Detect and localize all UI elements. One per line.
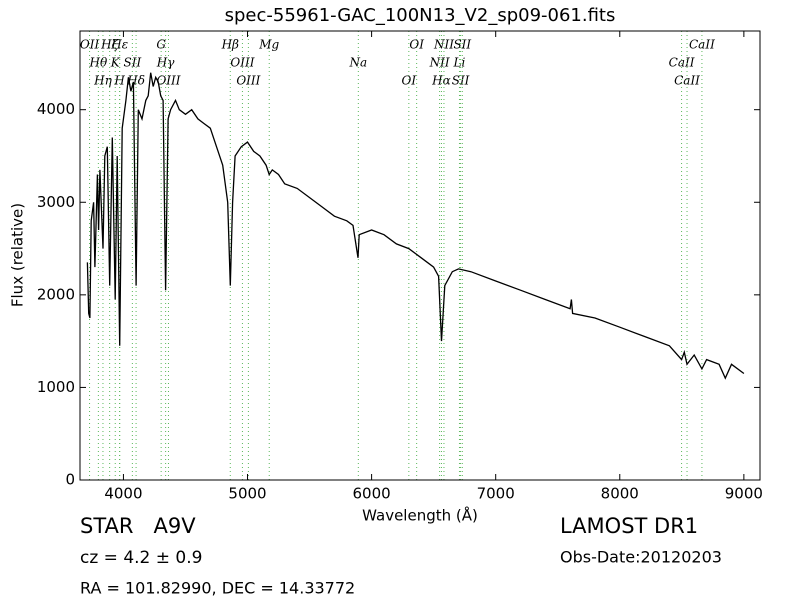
- y-tick-label: 0: [65, 471, 75, 489]
- spectral-line-label: Hβ: [221, 38, 239, 52]
- x-tick-label: 7000: [477, 485, 515, 503]
- y-tick-label: 1000: [37, 378, 75, 396]
- spectral-line-label: Hε: [110, 38, 128, 52]
- annotation: cz = 4.2 ± 0.9: [80, 548, 202, 568]
- annotation: Obs-Date:20120203: [560, 548, 722, 567]
- spectral-line-label: Hα: [431, 74, 451, 88]
- spectral-line-label: Hη: [93, 74, 112, 88]
- spectral-line-label: Hδ: [126, 74, 145, 88]
- y-tick-label: 2000: [37, 285, 75, 303]
- x-tick-label: 9000: [725, 485, 763, 503]
- spectral-line-label: CaII: [674, 74, 700, 88]
- chart-title: spec-55961-GAC_100N13_V2_sp09-061.fits: [225, 5, 616, 26]
- spectral-line-label: Hγ: [156, 56, 175, 70]
- x-tick-label: 8000: [601, 485, 639, 503]
- spectral-line-label: OI: [402, 74, 417, 88]
- spectral-line-label: OIII: [230, 56, 254, 70]
- spectrum-line: [86, 72, 745, 380]
- spectral-line-label: NII: [433, 38, 454, 52]
- x-axis-label: Wavelength (Å): [362, 506, 478, 525]
- y-axis-label: Flux (relative): [9, 203, 27, 307]
- spectral-line-label: Hθ: [89, 56, 108, 70]
- spectral-line-label: Na: [349, 56, 368, 70]
- spectral-line-label: NII: [429, 56, 450, 70]
- spectral-line-label: OIII: [156, 74, 180, 88]
- x-tick-label: 6000: [353, 485, 391, 503]
- spectral-line-label: H: [113, 74, 125, 88]
- spectral-line-label: OI: [409, 38, 424, 52]
- spectral-line-label: K: [110, 56, 121, 70]
- spectral-line-label: SII: [452, 74, 470, 88]
- spectral-line-label: OIII: [236, 74, 260, 88]
- spectral-line-label: CaII: [669, 56, 695, 70]
- annotation: LAMOST DR1: [560, 514, 698, 538]
- x-tick-label: 4000: [104, 485, 142, 503]
- y-tick-label: 4000: [37, 100, 75, 118]
- spectral-line-label: CaII: [689, 38, 715, 52]
- spectral-line-label: SII: [453, 38, 471, 52]
- plot-frame: [79, 30, 761, 481]
- x-tick-label: 5000: [228, 485, 266, 503]
- spectral-line-label: Mg: [258, 38, 279, 52]
- spectral-line-label: G: [156, 38, 166, 52]
- annotation: STAR A9V: [80, 514, 196, 538]
- spectral-line-label: Li: [453, 56, 466, 70]
- spectral-line-label: SII: [124, 56, 142, 70]
- annotation: RA = 101.82990, DEC = 14.33772: [80, 579, 355, 598]
- spectral-line-label: OII: [80, 38, 100, 52]
- y-tick-label: 3000: [37, 193, 75, 211]
